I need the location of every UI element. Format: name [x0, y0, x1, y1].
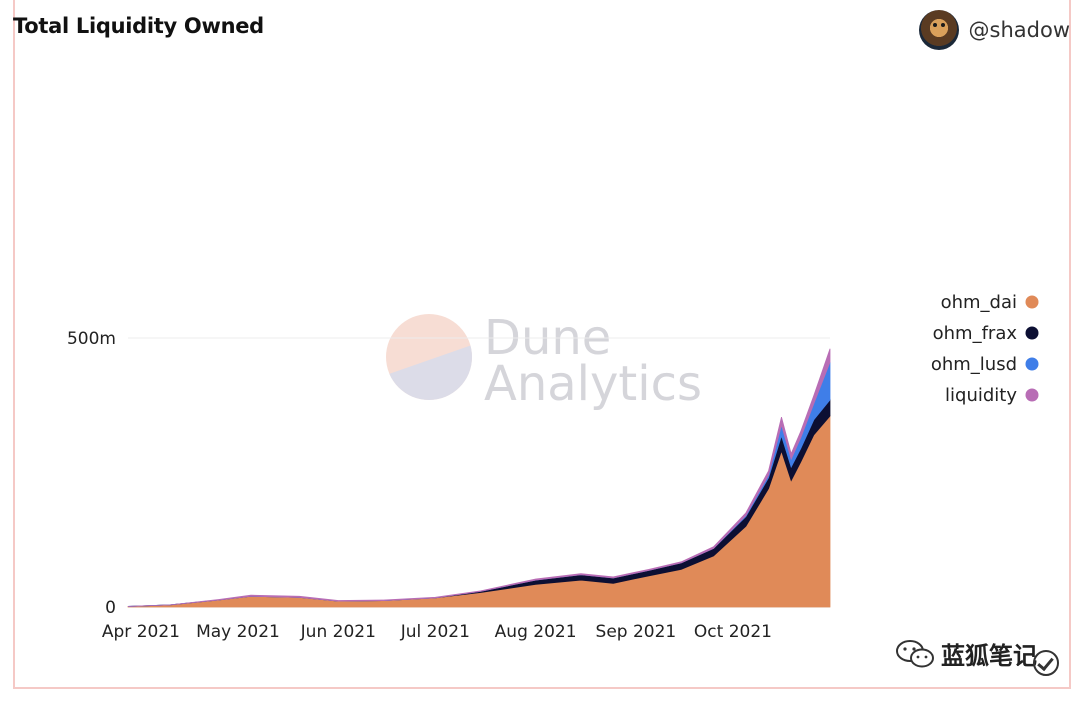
- y-tick-label: 500m: [67, 329, 116, 349]
- x-tick-label: Jul 2021: [400, 622, 470, 642]
- legend-swatch: [1025, 388, 1039, 402]
- wechat-watermark: 蓝狐笔记: [895, 636, 1037, 671]
- username[interactable]: @shadow: [968, 18, 1070, 42]
- legend-swatch: [1025, 295, 1039, 309]
- check-icon: [1033, 650, 1059, 676]
- chart-card: [13, 0, 1071, 689]
- legend-item-liquidity[interactable]: liquidity: [945, 385, 1039, 406]
- x-tick-label: Apr 2021: [102, 622, 180, 642]
- x-tick-label: May 2021: [196, 622, 280, 642]
- area-ohm-dai[interactable]: [127, 414, 831, 608]
- wechat-icon: [896, 639, 934, 667]
- legend-swatch: [1025, 326, 1039, 340]
- legend-label: ohm_dai: [941, 292, 1017, 313]
- wechat-account-name: 蓝狐笔记: [941, 642, 1037, 670]
- x-tick-label: Aug 2021: [495, 622, 577, 642]
- area-liquidity[interactable]: [127, 348, 831, 607]
- x-tick-label: Sep 2021: [596, 622, 677, 642]
- legend-item-ohm-dai[interactable]: ohm_dai: [941, 292, 1039, 313]
- legend-swatch: [1025, 357, 1039, 371]
- x-tick-label: Jun 2021: [300, 622, 376, 642]
- legend-label: ohm_frax: [933, 323, 1018, 344]
- legend-item-ohm-lusd[interactable]: ohm_lusd: [931, 354, 1039, 375]
- legend-item-ohm-frax[interactable]: ohm_frax: [933, 323, 1039, 344]
- dune-watermark: Dune Analytics: [386, 310, 702, 412]
- chart-title: Total Liquidity Owned: [13, 14, 264, 38]
- y-tick-label: 0: [105, 598, 116, 618]
- author-badge[interactable]: @shadow: [918, 10, 1070, 50]
- x-tick-label: Oct 2021: [694, 622, 772, 642]
- watermark-line2: Analytics: [484, 356, 702, 412]
- legend-label: liquidity: [945, 385, 1017, 406]
- legend-label: ohm_lusd: [931, 354, 1017, 375]
- avatar[interactable]: [918, 10, 959, 50]
